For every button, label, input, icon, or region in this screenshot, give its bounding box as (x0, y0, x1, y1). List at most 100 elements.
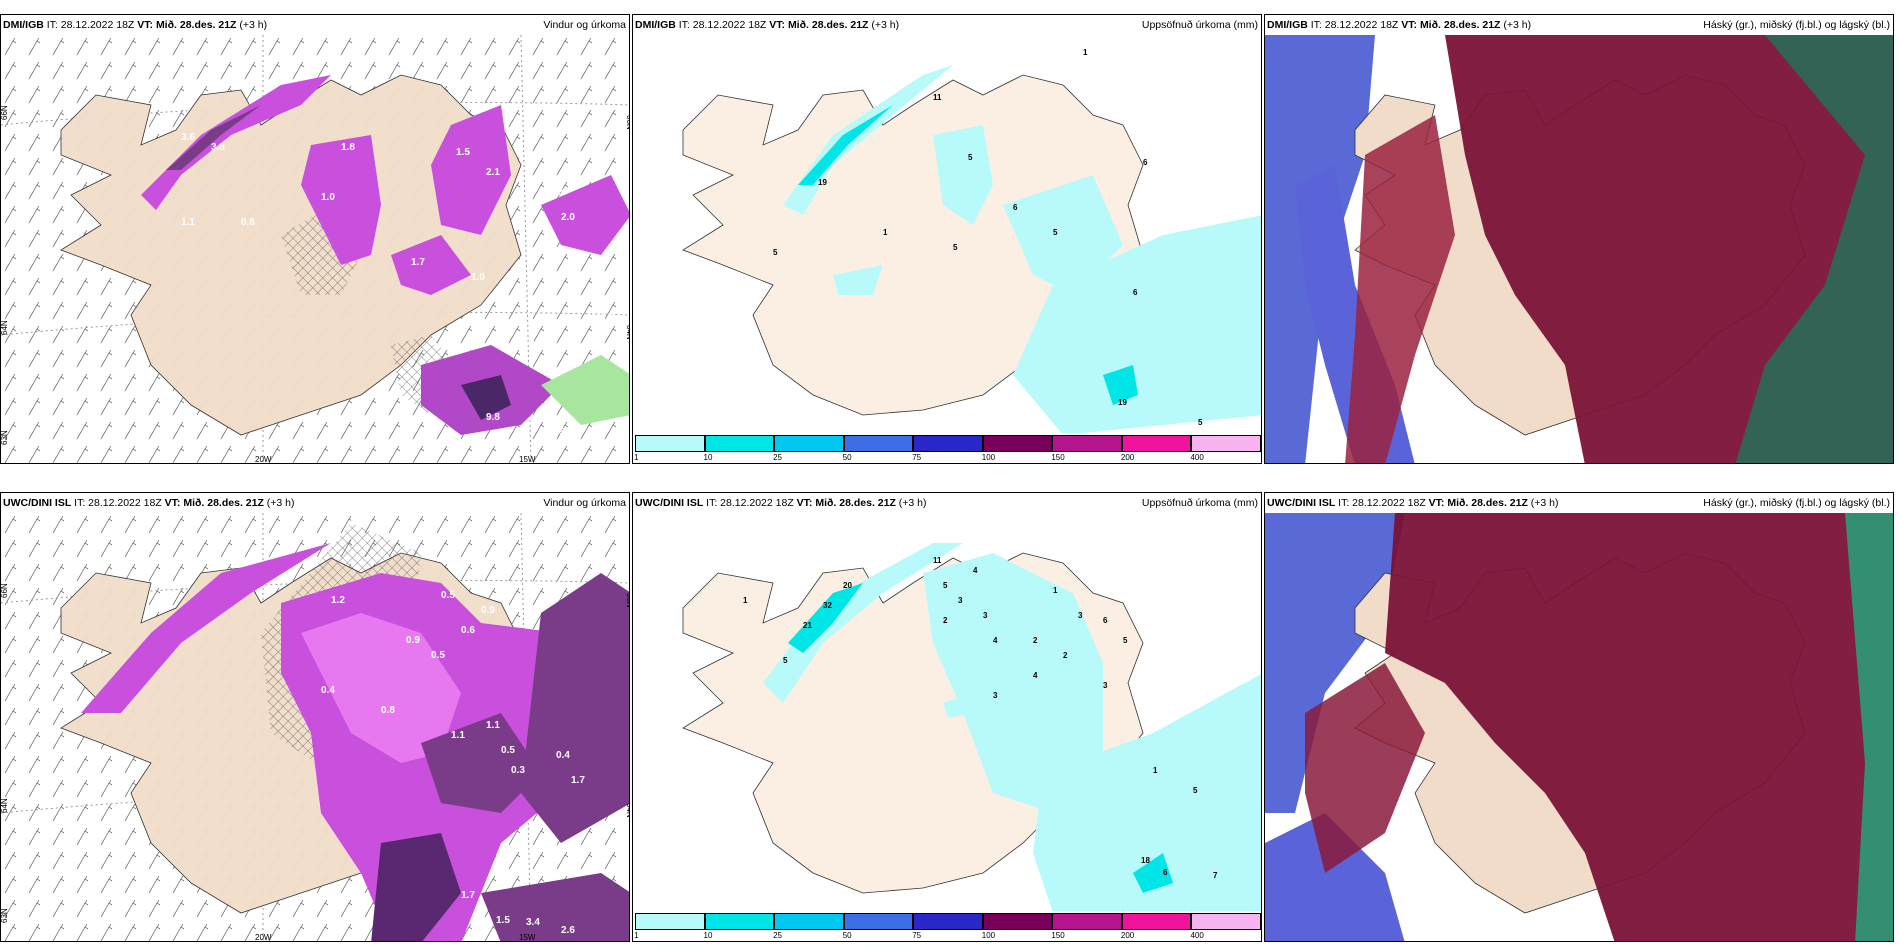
valid-time: Mið. 28.des. 21Z (815, 497, 896, 509)
init-time: IT: 28.12.2022 18Z (1310, 19, 1399, 31)
lon-label-20: 20W (255, 455, 272, 464)
init-time: IT: 28.12.2022 18Z (706, 497, 794, 509)
precip-value-label: 11 (933, 93, 942, 102)
lon-label-20: 20W (255, 933, 272, 942)
precip-value-label: 5 (1053, 228, 1058, 237)
colorbar-segment (704, 913, 775, 930)
precip-value-label: 1.7 (571, 775, 585, 786)
panel-title: Háský (gr.), miðský (fj.bl.) og lágský (… (1703, 19, 1890, 31)
init-time: IT: 28.12.2022 18Z (1338, 497, 1426, 509)
precip-value-label: 1.1 (486, 720, 500, 731)
precip-value-label: 3 (1078, 611, 1083, 620)
precip-value-label: 1.5 (456, 147, 470, 158)
lead-time: (+3 h) (1503, 19, 1532, 31)
colorbar-segment (843, 435, 914, 452)
model-name: DMI/IGB (3, 19, 44, 31)
precip-value-label: 1.1 (451, 730, 465, 741)
vt-label: VT: (796, 497, 813, 509)
vt-label: VT: (137, 19, 154, 31)
precip-value-label: 1 (1053, 586, 1058, 595)
lon-label-15: 15W (519, 933, 536, 942)
colorbar-tick: 150 (1051, 453, 1065, 462)
panel-bottom-cloud: UWC/DINI ISL IT: 28.12.2022 18Z VT: Mið.… (1264, 492, 1894, 942)
lat-label-64: 64N (1, 798, 9, 813)
colorbar-segment (982, 435, 1053, 452)
map-precip-top: 1 11 5 19 5 6 1 5 6 6 5 19 5 (682, 48, 1261, 435)
precip-value-label: 0.8 (381, 705, 395, 716)
colorbar-tick: 1 (634, 931, 639, 940)
panel-title: Vindur og úrkoma (543, 497, 626, 509)
lon-label-15: 15W (519, 455, 536, 464)
precip-value-label: 0.3 (511, 765, 525, 776)
lat-label-66-right: 66N (625, 115, 630, 130)
lat-label-66: 66N (1, 583, 9, 598)
panel-title: Háský (gr.), miðský (fj.bl.) og lágský (… (1703, 497, 1890, 509)
vt-label: VT: (164, 497, 181, 509)
panel-title: Vindur og úrkoma (543, 19, 626, 31)
colorbar-tick: 10 (703, 931, 713, 940)
colorbar-segment (913, 913, 983, 930)
model-name: DMI/IGB (1267, 19, 1308, 31)
precip-value-label: 6 (1163, 868, 1168, 877)
colorbar-tick: 75 (912, 931, 922, 940)
precip-value-label: 0.5 (441, 590, 455, 601)
panel-header: DMI/IGB IT: 28.12.2022 18Z VT: Mið. 28.d… (1, 15, 629, 35)
precip-value-label: 2.1 (486, 167, 500, 178)
panel-header: UWC/DINI ISL IT: 28.12.2022 18Z VT: Mið.… (1265, 493, 1893, 513)
precip-value-label: 1 (1153, 766, 1158, 775)
precip-value-label: 2.2 (601, 312, 615, 323)
valid-time: Mið. 28.des. 21Z (1419, 19, 1501, 31)
precip-value-label: 5 (1193, 786, 1198, 795)
precip-value-label: 3 (958, 596, 963, 605)
lat-label-64-right: 64N (625, 325, 630, 340)
lead-time: (+3 h) (871, 19, 900, 31)
lat-label-63: 63N (1, 908, 9, 923)
colorbar-segment (843, 913, 914, 930)
panel-title: Uppsöfnuð úrkoma (mm) (1141, 497, 1258, 509)
model-name: UWC/DINI ISL (3, 497, 72, 509)
high-cloud-layer (1845, 513, 1893, 941)
precip-value-label: 21 (803, 621, 812, 630)
precip-value-label: 6 (1013, 203, 1018, 212)
colorbar-tick: 1 (634, 453, 639, 462)
mid-cloud-layer (1305, 513, 1893, 941)
colorbar-segment (774, 913, 844, 930)
colorbar: 1 10 25 50 75 100 150 200 400 (633, 433, 1261, 463)
precip-value-label: 3.8 (211, 142, 225, 153)
panel-top-precip: DMI/IGB IT: 28.12.2022 18Z VT: Mið. 28.d… (632, 14, 1262, 464)
vt-label: VT: (1401, 19, 1418, 31)
precip-value-label: 3 (993, 691, 998, 700)
precip-value-label: 18 (1141, 856, 1150, 865)
panel-header: UWC/DINI ISL IT: 28.12.2022 18Z VT: Mið.… (1, 493, 629, 513)
lead-time: (+3 h) (239, 19, 268, 31)
precip-value-label: 5 (968, 153, 973, 162)
colorbar-tick: 100 (981, 931, 996, 940)
lat-label-64-right: 64N (625, 803, 630, 818)
precip-value-label: 0.4 (556, 750, 570, 761)
model-name: UWC/DINI ISL (1267, 497, 1336, 509)
precip-value-label: 1.2 (331, 595, 345, 606)
colorbar-segment (1052, 913, 1122, 930)
panel-bottom-wind: UWC/DINI ISL IT: 28.12.2022 18Z VT: Mið.… (0, 492, 630, 942)
colorbar-tick: 25 (773, 453, 783, 462)
valid-time: Mið. 28.des. 21Z (155, 19, 237, 31)
precip-value-label: 2 (943, 616, 948, 625)
precip-value-label: 1.8 (341, 142, 355, 153)
colorbar-tick: 100 (981, 453, 996, 462)
colorbar-tick: 150 (1051, 931, 1065, 940)
precip-value-label: 20 (843, 581, 852, 590)
precip-value-label: 1.7 (411, 257, 425, 268)
precip-value-label: 2 (1033, 636, 1038, 645)
precip-value-label: 5 (943, 581, 948, 590)
lat-label-64: 64N (1, 320, 9, 335)
colorbar: 1 10 25 50 75 100 150 200 400 (633, 911, 1261, 941)
colorbar-segment (1191, 913, 1261, 930)
precip-value-label: 5 (1123, 636, 1128, 645)
colorbar-tick: 50 (842, 453, 852, 462)
precip-value-label: 11 (933, 556, 942, 565)
model-name: UWC/DINI ISL (635, 497, 704, 509)
precip-value-label: 2.6 (561, 925, 575, 936)
colorbar-segment (635, 913, 705, 930)
vt-label: VT: (769, 19, 786, 31)
panel-bottom-precip: UWC/DINI ISL IT: 28.12.2022 18Z VT: Mið.… (632, 492, 1262, 942)
